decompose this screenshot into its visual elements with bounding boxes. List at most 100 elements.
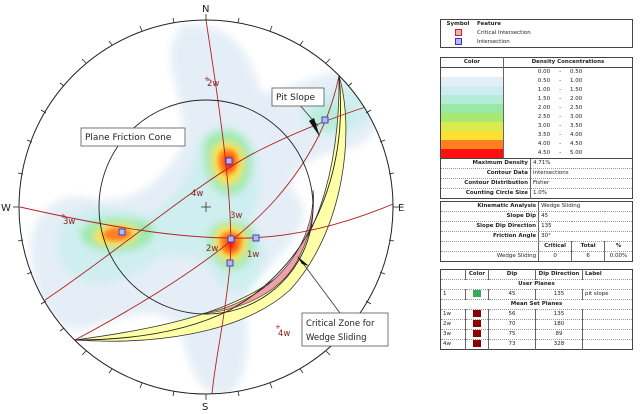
table-cell: 4.50 xyxy=(570,141,583,147)
table-cell: 6 xyxy=(571,251,605,262)
table-cell: Slope Dip Direction xyxy=(440,221,539,232)
intersection-icon xyxy=(252,234,260,242)
pole-marker-3w: + xyxy=(60,212,66,220)
table-cell: % xyxy=(604,241,633,252)
table-cell: 2.00 xyxy=(570,96,583,102)
density-swatch xyxy=(440,95,504,104)
table-cell: 0.50 xyxy=(537,78,551,84)
plane-label-3w: 3w xyxy=(230,211,242,221)
table-cell xyxy=(502,104,536,113)
data-table: Kinematic Analysis Wedge Sliding Slope Di… xyxy=(440,201,633,262)
svg-text:Plane Friction Cone: Plane Friction Cone xyxy=(85,133,172,143)
table-cell: 3.50 xyxy=(537,132,551,138)
compass-labels: N S W E xyxy=(1,4,404,413)
table-cell xyxy=(502,95,536,104)
table-cell: 1.50 xyxy=(537,96,551,102)
table-cell: - xyxy=(559,87,562,93)
table-cell: 4.71% xyxy=(530,159,633,169)
table-cell: 1.00 xyxy=(570,78,583,84)
callout-friction-cone: Plane Friction Cone xyxy=(80,127,186,147)
table-row: Mean Set Planes xyxy=(440,299,633,310)
table-row: Kinematic Analysis Wedge Sliding xyxy=(440,201,633,212)
legend-critical-label: Critical Intersection xyxy=(477,30,531,36)
table-cell: 5.00 xyxy=(570,150,583,156)
plane-color-swatch xyxy=(473,320,481,327)
table-cell: 45 xyxy=(538,211,633,222)
density-swatch xyxy=(440,86,504,95)
table-cell: 3.50 xyxy=(570,123,583,129)
table-cell xyxy=(440,269,466,280)
mean-set-planes-title: Mean Set Planes xyxy=(440,299,633,310)
table-row: Contour Distribution Fisher xyxy=(440,178,633,189)
table-cell xyxy=(502,77,536,86)
svg-text:Pit Slope: Pit Slope xyxy=(276,93,316,103)
data-table: Symbol Feature Critical Intersection Int… xyxy=(440,19,633,48)
pit-slope-plane xyxy=(74,75,342,341)
table-cell: 135 xyxy=(535,289,583,300)
intersection-icon xyxy=(454,38,462,45)
callout-critical-zone: Critical Zone for Wedge Sliding xyxy=(297,256,389,347)
table-cell: 30° xyxy=(538,231,633,242)
table-cell xyxy=(582,319,633,330)
table-row: Friction Angle 30° xyxy=(440,231,633,242)
density-swatch xyxy=(440,67,504,77)
density-legend: Color Density Concentrations 0.00 - 0.50 0… xyxy=(440,57,633,199)
table-cell: 4.50 xyxy=(537,150,551,156)
table-row: Contour Data Intersections xyxy=(440,168,633,179)
feature-header: Feature xyxy=(477,21,501,27)
table-row: Critical Total% xyxy=(440,241,633,252)
table-row: Maximum Density 4.71% xyxy=(440,159,633,169)
table-row: 1.00 - 1.50 xyxy=(440,86,633,95)
table-row: 3.00 - 3.50 xyxy=(440,122,633,131)
table-cell: 1.50 xyxy=(570,87,583,93)
plane-3w xyxy=(19,203,393,239)
table-cell: 2.50 xyxy=(537,114,551,120)
pole-marker-4w: + xyxy=(275,323,281,331)
table-cell: - xyxy=(559,150,562,156)
table-cell: 0.50 xyxy=(570,69,583,75)
table-cell xyxy=(502,122,536,131)
table-cell: 4.00 xyxy=(570,132,583,138)
table-cell: 135 xyxy=(538,221,633,232)
density-swatch xyxy=(440,131,504,140)
symbol-header: Symbol xyxy=(446,21,470,27)
table-row: User Planes xyxy=(440,279,633,290)
plane-label-4w: 4w xyxy=(191,189,203,199)
table-cell: Intersections xyxy=(530,168,633,179)
table-cell: Total xyxy=(571,241,605,252)
table-cell: Dip Direction xyxy=(535,269,583,280)
table-cell: 3.00 xyxy=(537,123,551,129)
table-cell: - xyxy=(559,132,562,138)
critical-intersection-icon xyxy=(454,29,462,36)
user-planes-title: User Planes xyxy=(440,279,633,290)
table-row: 4w 73 328 xyxy=(441,339,633,350)
table-cell: Dip xyxy=(488,269,536,280)
table-cell: Critical xyxy=(538,241,572,252)
pole-marker-2w: + xyxy=(204,75,210,83)
table-row: 0.00 - 0.50 xyxy=(440,67,633,77)
table-row: Slope Dip 45 xyxy=(440,211,633,222)
kinematic-analysis-table: Kinematic Analysis Wedge Sliding Slope Di… xyxy=(440,201,633,262)
symbol-legend: Symbol Feature Critical Intersection Int… xyxy=(440,19,633,48)
table-cell xyxy=(465,319,489,330)
table-row: 1 45 135 pit slope xyxy=(440,289,633,300)
table-cell: 56 xyxy=(488,309,536,320)
table-cell: 3w xyxy=(440,329,466,340)
table-cell: Wedge Sliding xyxy=(496,253,537,259)
table-cell xyxy=(502,67,536,77)
intersection-icon xyxy=(226,259,234,267)
table-row: 3.50 - 4.00 xyxy=(440,131,633,140)
table-cell: - xyxy=(559,78,562,84)
table-cell: - xyxy=(559,96,562,102)
table-cell: 1w xyxy=(440,309,466,320)
color-header: Color xyxy=(463,59,481,65)
planes-table: Color Dip Dip Direction Label User Plane… xyxy=(440,269,633,350)
table-row: Color Dip Dip Direction Label xyxy=(440,269,633,280)
data-table: Maximum Density 4.71% Contour Data Interse… xyxy=(440,159,633,199)
friction-cone-circle xyxy=(98,99,314,315)
north-label: N xyxy=(202,4,209,15)
intersection-markers xyxy=(118,116,329,267)
table-cell xyxy=(502,131,536,140)
plane-color-swatch xyxy=(473,310,481,317)
table-cell: 135 xyxy=(535,309,583,320)
